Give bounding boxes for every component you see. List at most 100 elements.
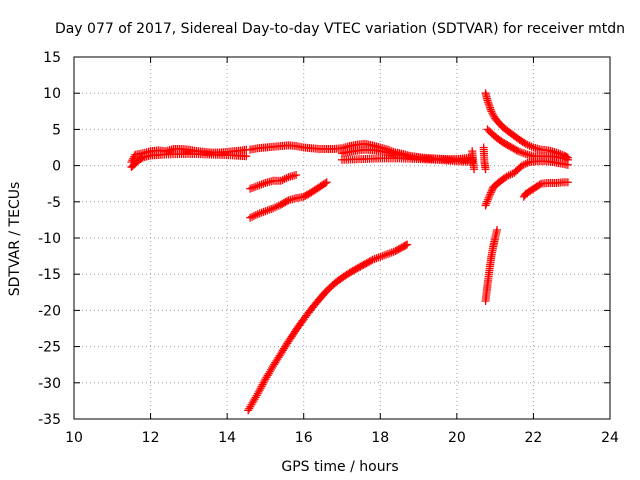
data-point — [488, 109, 497, 118]
data-point — [563, 160, 572, 169]
x-tick-label: 10 — [65, 430, 83, 446]
data-point — [470, 165, 479, 174]
data-point — [385, 249, 394, 258]
data-point — [372, 254, 381, 263]
data-point — [403, 240, 412, 249]
data-point — [519, 160, 528, 169]
data-point — [271, 203, 279, 212]
data-point — [282, 197, 291, 206]
y-tick-label: -30 — [38, 376, 61, 392]
data-point — [267, 205, 276, 214]
data-point — [486, 188, 495, 197]
data-point — [255, 209, 264, 218]
y-tick-label: -15 — [38, 267, 61, 283]
data-point — [484, 193, 493, 202]
data-point — [272, 202, 281, 211]
y-tick-label: 5 — [52, 122, 61, 138]
x-tick-label: 18 — [371, 430, 389, 446]
data-point — [253, 210, 262, 219]
y-tick-label: -10 — [38, 231, 61, 247]
data-point — [256, 384, 265, 393]
data-point — [506, 170, 515, 179]
data-point — [280, 174, 289, 183]
data-point — [255, 181, 264, 190]
data-point — [387, 248, 396, 257]
data-point — [292, 171, 301, 180]
x-tick-label: 24 — [601, 430, 619, 446]
data-point — [525, 141, 534, 150]
data-point — [263, 206, 272, 215]
data-point — [253, 389, 262, 398]
data-point — [523, 140, 532, 149]
series-15 — [519, 178, 572, 201]
series-6 — [468, 147, 479, 174]
data-point — [487, 107, 496, 116]
y-tick-label: 10 — [43, 86, 61, 102]
y-tick-label: -20 — [38, 303, 61, 319]
data-point — [248, 212, 257, 221]
data-point — [523, 158, 532, 167]
data-points — [127, 89, 572, 415]
series-9 — [483, 125, 572, 164]
series-8 — [481, 89, 572, 162]
series-7 — [479, 143, 490, 174]
y-tick-label: 0 — [52, 159, 61, 175]
data-point — [512, 146, 521, 155]
data-point — [517, 161, 526, 170]
data-point — [521, 159, 530, 168]
data-point — [259, 207, 268, 216]
x-tick-label: 14 — [218, 430, 236, 446]
data-point — [519, 149, 528, 158]
data-point — [517, 148, 526, 157]
series-14 — [481, 226, 502, 305]
data-point — [254, 387, 263, 396]
data-point — [265, 205, 274, 214]
axis-ticks: 10 12 14 16 18 20 22 24 -35 -30 -25 -20 -15 -10 -5 0 5 10… — [38, 50, 619, 446]
series-12 — [246, 178, 331, 222]
data-point — [521, 139, 530, 148]
y-axis-label: SDTVAR / TECUs — [7, 182, 23, 297]
x-tick-label: 20 — [448, 430, 466, 446]
data-point — [376, 252, 385, 261]
x-tick-label: 12 — [142, 430, 160, 446]
y-tick-label: -5 — [47, 195, 61, 211]
data-point — [482, 199, 491, 208]
data-point — [489, 110, 498, 119]
data-point — [481, 165, 490, 174]
data-point — [368, 255, 377, 264]
data-point — [259, 179, 268, 188]
data-point — [502, 172, 511, 181]
data-point — [269, 204, 278, 213]
data-point — [251, 211, 260, 220]
data-point — [563, 178, 572, 187]
data-point — [249, 183, 258, 192]
data-point — [514, 147, 523, 156]
data-point — [274, 201, 283, 210]
data-point — [481, 201, 490, 210]
data-point — [249, 211, 258, 220]
data-point — [535, 180, 544, 189]
data-point — [248, 184, 257, 193]
data-point — [251, 182, 260, 191]
data-point — [278, 175, 287, 184]
data-point — [255, 386, 264, 395]
data-point — [382, 250, 391, 259]
series-11 — [246, 171, 301, 193]
grid — [74, 57, 610, 419]
y-tick-label: -35 — [38, 412, 61, 428]
x-tick-label: 16 — [295, 430, 313, 446]
data-point — [242, 152, 251, 161]
data-point — [383, 249, 392, 258]
data-point — [374, 253, 383, 262]
series-5 — [338, 154, 477, 166]
x-tick-label: 22 — [525, 430, 543, 446]
data-point — [257, 382, 266, 391]
data-point — [493, 226, 502, 235]
data-point — [378, 252, 387, 261]
data-point — [321, 179, 330, 188]
data-point — [246, 184, 255, 193]
x-axis-label: GPS time / hours — [281, 459, 398, 475]
series-2 — [127, 150, 251, 172]
chart-title: Day 077 of 2017, Sidereal Day-to-day VTE… — [55, 21, 625, 37]
